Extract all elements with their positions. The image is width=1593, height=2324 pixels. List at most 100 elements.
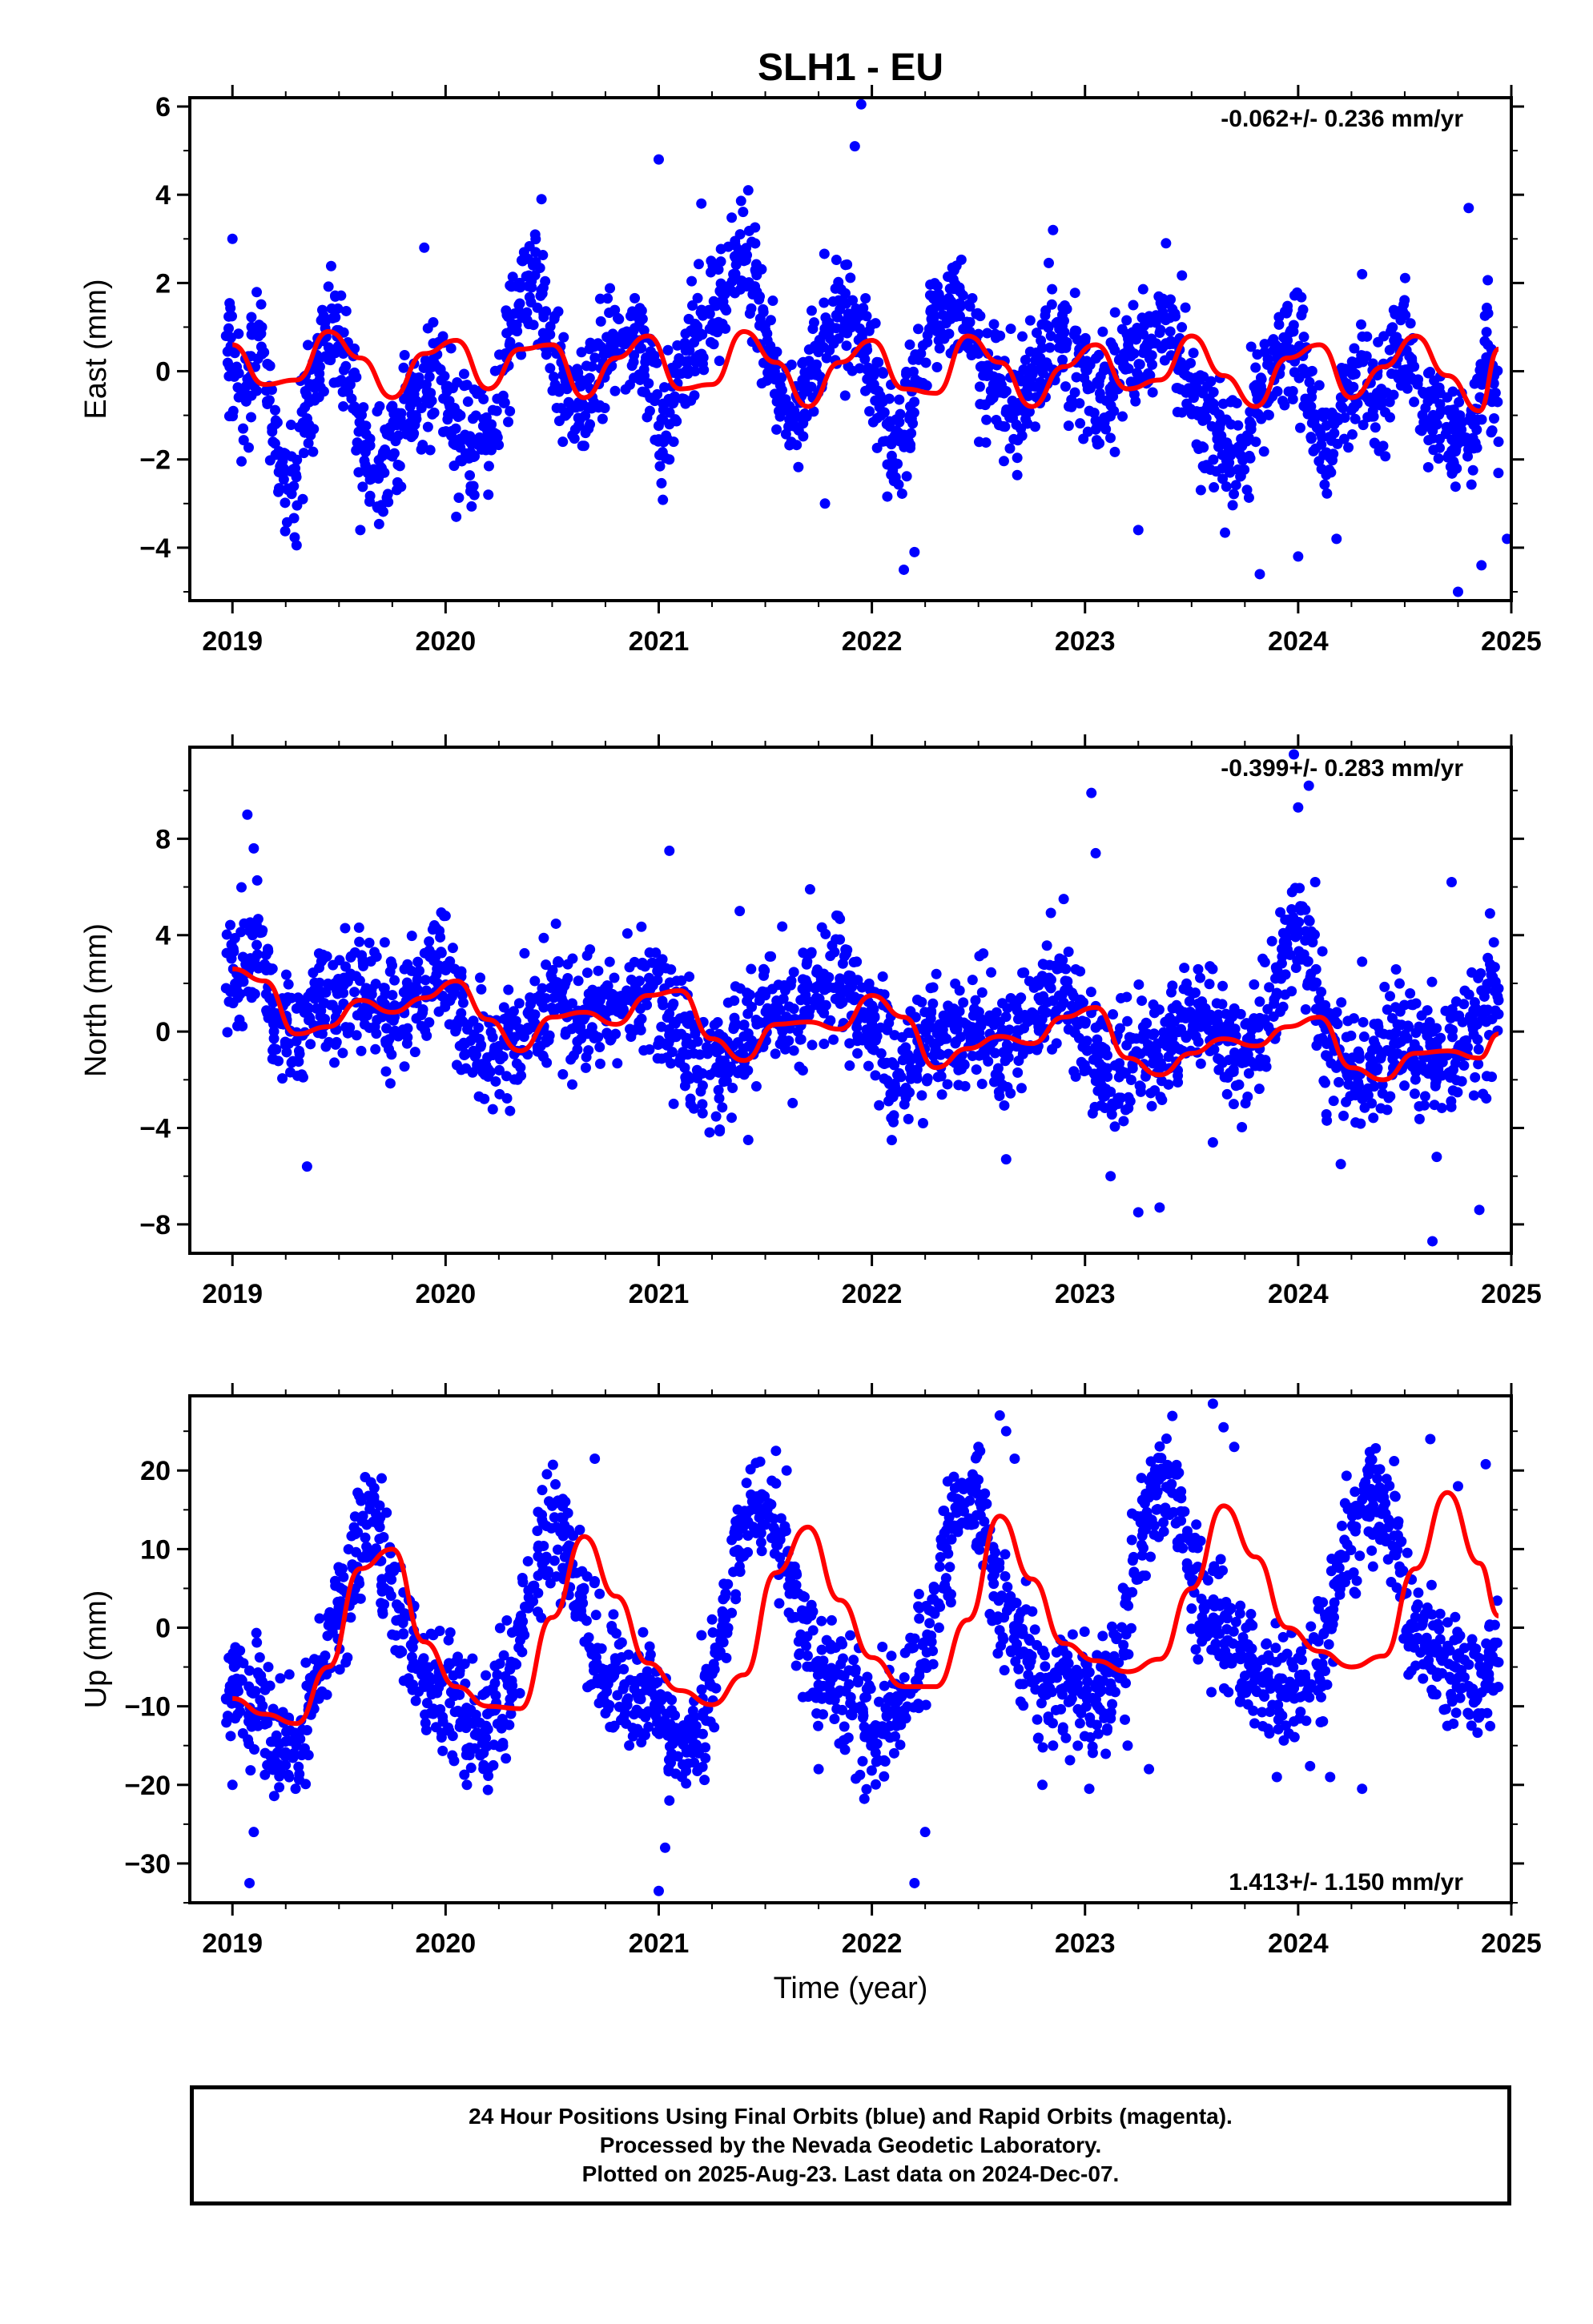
east-point xyxy=(1092,439,1103,450)
east-point xyxy=(599,402,610,413)
east-point xyxy=(469,489,480,501)
north-outlier-point xyxy=(1309,877,1321,888)
north-point xyxy=(320,987,332,998)
north-point xyxy=(1482,1004,1494,1015)
up-point xyxy=(532,1526,543,1537)
up-point xyxy=(375,1512,386,1523)
east-point xyxy=(715,243,726,255)
east-point xyxy=(863,325,875,336)
north-point xyxy=(684,1073,695,1084)
east-point xyxy=(1107,380,1118,392)
north-point xyxy=(1108,1009,1119,1020)
east-point xyxy=(1412,379,1423,390)
up-point xyxy=(386,1574,397,1585)
north-point xyxy=(825,1015,836,1026)
north-point xyxy=(1355,1118,1366,1129)
north-point xyxy=(1024,975,1035,987)
east-point xyxy=(1239,464,1250,475)
north-point xyxy=(424,936,435,947)
east-point xyxy=(1356,319,1367,330)
east-point xyxy=(563,406,574,417)
east-point xyxy=(1023,391,1034,402)
east-point xyxy=(270,404,281,416)
east-point xyxy=(526,282,537,293)
north-point xyxy=(277,1073,288,1084)
up-point xyxy=(453,1651,464,1663)
east-point xyxy=(860,292,871,304)
y-tick-label: 6 xyxy=(155,92,171,123)
north-point xyxy=(721,1076,732,1087)
north-point xyxy=(819,1039,830,1050)
east-point xyxy=(1022,379,1033,390)
north-point xyxy=(815,969,826,980)
east-point xyxy=(304,379,316,390)
north-point xyxy=(1165,987,1177,998)
east-point xyxy=(491,405,502,416)
east-point xyxy=(762,367,774,378)
north-point xyxy=(718,1055,730,1067)
up-point xyxy=(435,1675,446,1686)
north-point xyxy=(1032,1044,1043,1055)
east-point xyxy=(730,287,741,299)
north-point xyxy=(1058,997,1069,1008)
north-point xyxy=(847,981,858,992)
north-point xyxy=(799,1006,811,1017)
east-point xyxy=(483,460,494,472)
east-point xyxy=(686,395,697,406)
east-point xyxy=(1486,425,1498,436)
north-point xyxy=(1431,1023,1442,1034)
up-point xyxy=(586,1679,597,1690)
up-point xyxy=(236,1675,247,1686)
north-point xyxy=(268,1033,280,1044)
north-point xyxy=(513,998,525,1009)
east-point xyxy=(789,405,800,416)
north-point xyxy=(811,981,823,992)
north-point xyxy=(933,1048,944,1059)
north-point xyxy=(877,971,888,982)
north-point xyxy=(823,971,835,983)
north-point xyxy=(916,996,927,1007)
north-outlier-point xyxy=(1427,1236,1438,1247)
north-point xyxy=(1254,996,1265,1007)
north-outlier-point xyxy=(1357,956,1368,967)
north-point xyxy=(642,999,653,1011)
east-point xyxy=(1388,389,1399,400)
north-point xyxy=(1358,1031,1370,1043)
east-point xyxy=(649,396,660,407)
north-point xyxy=(594,1042,605,1053)
north-point xyxy=(646,957,658,968)
east-point xyxy=(639,370,650,381)
east-point xyxy=(1409,361,1420,372)
up-point xyxy=(506,1627,517,1638)
east-point xyxy=(1204,394,1215,405)
east-point xyxy=(291,540,302,551)
east-point xyxy=(246,312,257,323)
north-point xyxy=(1204,979,1215,990)
north-point xyxy=(283,979,294,990)
north-point xyxy=(1382,1104,1393,1116)
north-point xyxy=(1191,1021,1202,1032)
north-point xyxy=(1262,1003,1273,1015)
east-point xyxy=(374,464,385,475)
north-point xyxy=(1486,1072,1498,1083)
east-point xyxy=(811,367,822,378)
north-point xyxy=(412,956,424,967)
up-point xyxy=(608,1609,619,1620)
north-point xyxy=(1389,1028,1400,1039)
north-point xyxy=(1108,1101,1119,1112)
east-outlier-point xyxy=(238,423,249,434)
east-point xyxy=(1061,337,1072,348)
up-point xyxy=(354,1578,365,1589)
north-point xyxy=(1039,959,1050,971)
up-point xyxy=(549,1479,561,1490)
north-point xyxy=(1410,1074,1421,1085)
east-point xyxy=(223,323,234,334)
north-point xyxy=(1489,986,1500,997)
y-tick-label: 4 xyxy=(155,921,171,951)
north-point xyxy=(493,1064,505,1076)
north-point xyxy=(1135,1081,1146,1092)
north-point xyxy=(1088,1054,1099,1065)
north-point xyxy=(905,1006,916,1017)
north-point xyxy=(294,1048,305,1059)
north-point xyxy=(742,1065,754,1076)
